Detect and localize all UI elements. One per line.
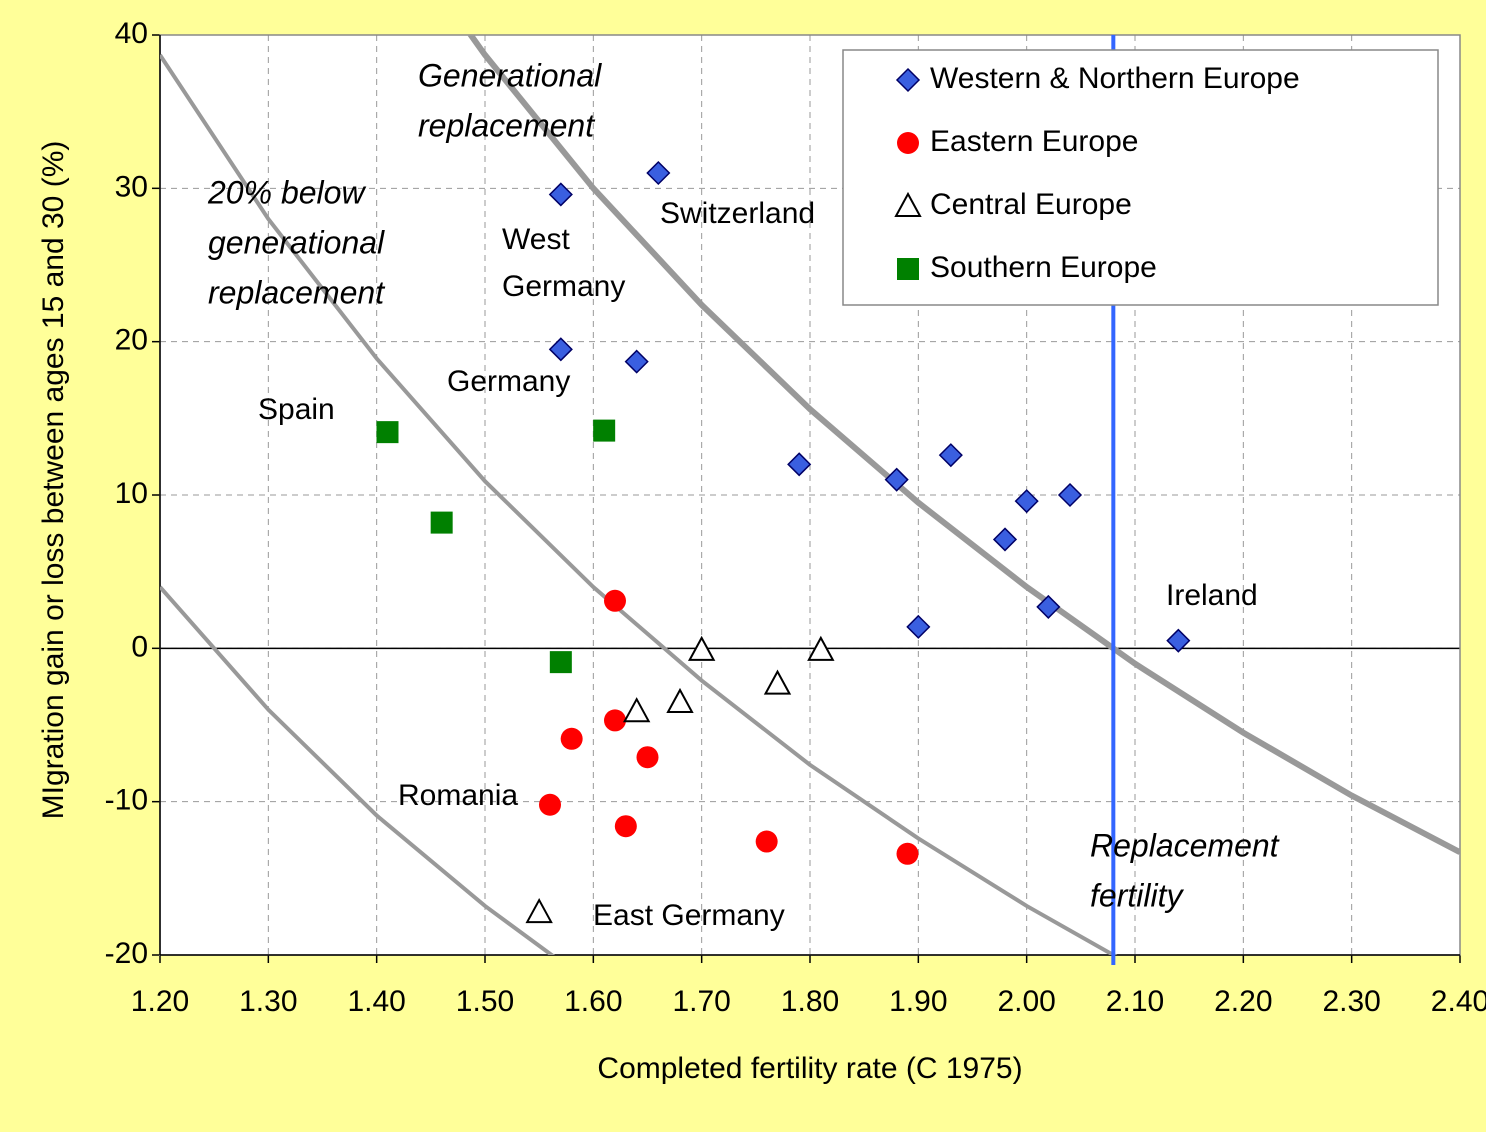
triangle-marker: [807, 635, 835, 661]
y-tick-label: -10: [105, 784, 148, 817]
square-marker: [549, 651, 572, 674]
legend-label: Southern Europe: [930, 251, 1157, 284]
circle-marker: [636, 746, 659, 769]
x-tick-label: 1.80: [781, 985, 839, 1018]
circle-marker: [896, 842, 919, 865]
triangle-marker: [687, 635, 716, 661]
y-tick-label: 30: [115, 170, 148, 203]
region-annotation: replacement: [208, 274, 385, 310]
region-annotation: Generational: [418, 57, 602, 93]
circle-marker: [604, 589, 626, 612]
triangle-marker: [666, 687, 694, 713]
x-tick-label: 2.20: [1214, 985, 1272, 1018]
triangle-marker: [525, 897, 553, 924]
circle-marker: [614, 815, 637, 838]
country-label: Spain: [258, 393, 335, 426]
country-label: Romania: [398, 779, 518, 812]
circle-marker: [604, 709, 626, 732]
country-label: East Germany: [593, 899, 785, 932]
country-label: West: [502, 223, 570, 256]
y-tick-label: -20: [105, 937, 148, 970]
circle-marker: [539, 793, 561, 816]
diamond-marker: [548, 337, 573, 362]
x-tick-label: 1.50: [456, 985, 514, 1018]
legend-marker: [897, 258, 919, 280]
curves: [160, 35, 1460, 955]
region-annotation: generational: [208, 224, 385, 260]
y-tick-label: 10: [115, 477, 148, 510]
y-tick-label: 0: [131, 630, 148, 663]
x-tick-label: 2.40: [1431, 985, 1486, 1018]
triangle-marker: [622, 697, 651, 723]
square-marker: [593, 419, 616, 442]
y-tick-label: 20: [115, 324, 148, 357]
triangle-marker: [763, 669, 792, 695]
region-annotation: fertility: [1090, 877, 1184, 913]
region-annotation: replacement: [418, 107, 595, 143]
square-marker: [376, 421, 399, 444]
diamond-marker: [884, 467, 909, 492]
legend-marker: [897, 132, 919, 154]
diamond-marker: [906, 614, 931, 639]
region-annotation: 20% below: [207, 174, 366, 210]
legend-marker: [894, 191, 922, 217]
legend-box: [842, 49, 1439, 306]
legend-label: Western & Northern Europe: [930, 62, 1300, 95]
x-tick-label: 2.00: [997, 985, 1055, 1018]
legend-label: Eastern Europe: [930, 125, 1138, 158]
iso-curve: [467, 35, 1460, 855]
y-tick-label: 40: [115, 17, 148, 50]
diamond-marker: [624, 349, 649, 374]
diamond-marker: [938, 443, 963, 468]
square-marker: [430, 511, 453, 534]
x-tick-label: 2.10: [1106, 985, 1164, 1018]
diamond-marker: [548, 182, 573, 207]
x-tick-label: 1.20: [131, 985, 189, 1018]
x-tick-label: 1.30: [239, 985, 297, 1018]
x-tick-label: 1.70: [672, 985, 730, 1018]
diamond-marker: [1036, 594, 1061, 619]
x-tick-label: 1.60: [564, 985, 622, 1018]
circle-marker: [755, 830, 778, 853]
x-axis-label: Completed fertility rate (C 1975): [597, 1052, 1022, 1085]
iso-curve: [160, 585, 556, 955]
diamond-marker: [1166, 628, 1191, 653]
legend-label: Central Europe: [930, 188, 1132, 221]
x-tick-label: 1.90: [889, 985, 947, 1018]
country-label: Switzerland: [660, 197, 815, 230]
region-annotation: Replacement: [1090, 827, 1280, 863]
iso-curve: [160, 53, 1118, 955]
diamond-marker: [992, 527, 1018, 552]
diamond-marker: [646, 160, 671, 186]
y-axis-label: MIgration gain or loss between ages 15 a…: [37, 141, 70, 820]
country-label: Germany: [502, 270, 625, 303]
diamond-marker: [1057, 482, 1083, 508]
diamond-marker: [1014, 489, 1039, 514]
diamond-marker: [787, 452, 812, 477]
country-label: Germany: [447, 365, 570, 398]
circle-marker: [560, 727, 583, 750]
country-label: Ireland: [1166, 579, 1258, 612]
legend-marker: [895, 67, 921, 93]
x-tick-label: 2.30: [1322, 985, 1380, 1018]
x-tick-label: 1.40: [347, 985, 405, 1018]
